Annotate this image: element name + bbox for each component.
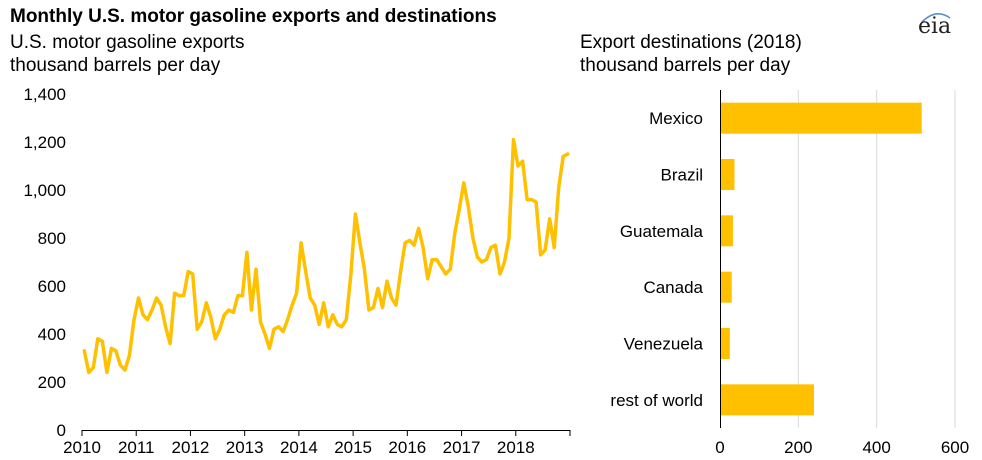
x-tick-label: 2018 [497,438,535,457]
bar-category-label: rest of world [610,391,703,410]
chart-title: Monthly U.S. motor gasoline exports and … [10,6,497,27]
x-tick-label: 2016 [388,438,426,457]
x-tick-label: 2015 [334,438,372,457]
left-chart-subtitle: U.S. motor gasoline exports thousand bar… [10,31,244,77]
x-tick-label: 2017 [443,438,481,457]
bar-venezuela [720,328,730,359]
y-tick-label: 400 [38,325,66,344]
bar-rest-of-world [720,384,814,416]
line-chart-title: U.S. motor gasoline exports [10,32,245,53]
line-chart-unit-label: thousand barrels per day [10,55,221,76]
right-chart-subtitle: Export destinations (2018) thousand barr… [580,31,802,77]
x-tick-label: 2014 [280,438,318,457]
y-tick-label: 800 [38,229,66,248]
bar-x-tick-label: 0 [715,438,724,457]
bar-mexico [720,102,922,134]
y-tick-label: 0 [57,421,66,440]
x-tick-label: 2013 [226,438,264,457]
y-tick-label: 600 [38,277,66,296]
bar-x-tick-label: 200 [784,438,812,457]
eia-logo: eia [918,14,952,39]
eia-logo-arc-icon [921,13,951,23]
gasoline-exports-line [82,137,570,375]
x-tick-label: 2010 [63,438,101,457]
bar-category-label: Brazil [660,166,703,185]
x-tick-label: 2012 [172,438,210,457]
bar-chart-unit-label: thousand barrels per day [580,55,791,76]
y-tick-label: 200 [38,373,66,392]
bar-category-label: Canada [643,278,703,297]
y-tick-label: 1,000 [23,181,66,200]
x-tick-label: 2011 [118,438,155,457]
bar-category-label: Mexico [649,109,703,128]
bar-category-label: Venezuela [624,335,704,354]
y-tick-label: 1,200 [23,133,66,152]
bar-chart-title: Export destinations (2018) [580,32,802,53]
y-tick-label: 1,400 [23,85,66,104]
bar-x-tick-label: 600 [941,438,969,457]
bar-x-tick-label: 400 [862,438,890,457]
bar-brazil [720,159,735,190]
bar-guatemala [720,215,733,247]
bar-category-label: Guatemala [620,222,704,241]
bar-canada [720,271,732,303]
